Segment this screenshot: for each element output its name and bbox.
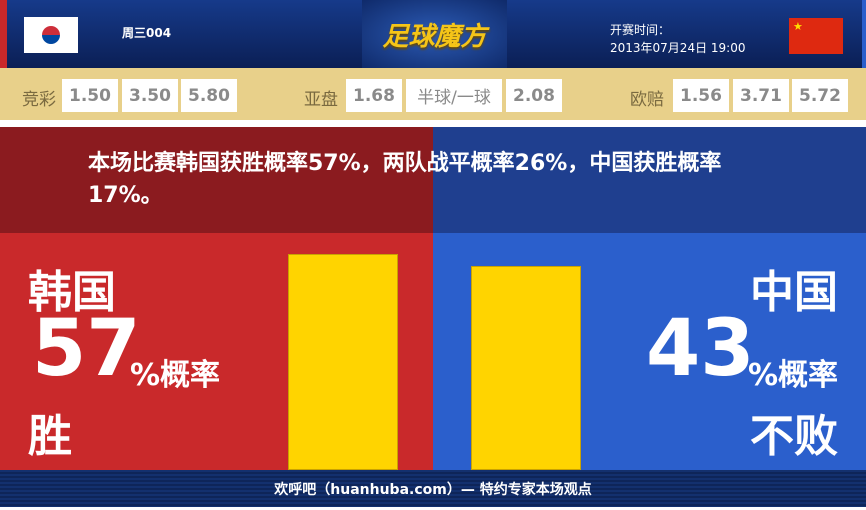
- home-probability-bar: [288, 254, 398, 470]
- yapan-label: 亚盘: [304, 90, 338, 110]
- start-time: 2013年07月24日 19:00: [610, 41, 746, 55]
- logo: 足球魔方: [382, 22, 487, 52]
- away-team: 中国: [750, 267, 838, 318]
- odds-value: 半球/一球: [406, 79, 502, 112]
- odds-value: 3.50: [122, 79, 178, 112]
- home-unit: %概率: [130, 358, 221, 393]
- china-flag-icon: ★: [789, 18, 843, 54]
- home-percent: 57: [32, 304, 141, 394]
- away-percent: 43: [646, 304, 755, 394]
- odds-value: 3.71: [733, 79, 789, 112]
- footer: 欢呼吧（huanhuba.com）— 特约专家本场观点: [0, 470, 866, 507]
- odds-value: 5.80: [181, 79, 237, 112]
- odds-value: 1.68: [346, 79, 402, 112]
- south-korea-flag-icon: [24, 17, 78, 53]
- odds-value: 5.72: [792, 79, 848, 112]
- odds-value: 1.50: [62, 79, 118, 112]
- oupei-label: 欧赔: [630, 90, 664, 110]
- jingcai-label: 竞彩: [22, 90, 56, 110]
- logo-background: [362, 0, 507, 68]
- away-probability-bar: [471, 266, 581, 470]
- odds-value: 1.56: [673, 79, 729, 112]
- prediction-summary: 本场比赛韩国获胜概率57%，两队战平概率26%，中国获胜概率17%。: [88, 151, 722, 208]
- home-team: 韩国: [28, 267, 116, 318]
- away-outcome: 不败: [750, 411, 838, 462]
- banner-left: [0, 127, 433, 233]
- banner-right: [433, 127, 866, 233]
- match-code: 周三004: [122, 26, 172, 40]
- away-unit: %概率: [747, 358, 838, 393]
- home-outcome: 胜: [28, 411, 72, 462]
- start-label: 开赛时间：: [610, 23, 671, 37]
- odds-value: 2.08: [506, 79, 562, 112]
